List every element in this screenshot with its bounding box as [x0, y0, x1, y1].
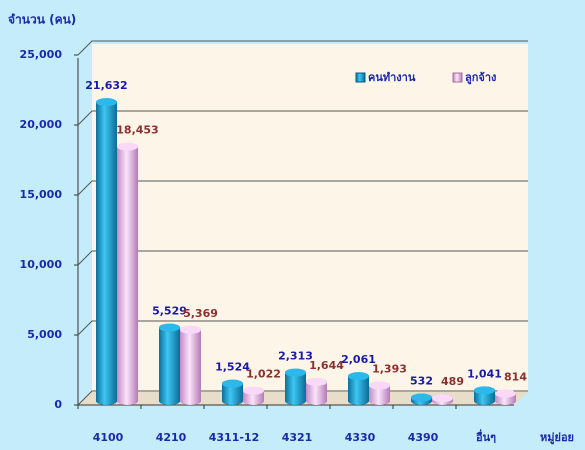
- grid-line: [77, 320, 528, 336]
- data-label: 2,313: [278, 350, 313, 363]
- bar: [285, 368, 306, 405]
- data-label: 18,453: [116, 124, 158, 137]
- x-tick-label: 4311-12: [209, 431, 260, 444]
- grid-line: [77, 110, 528, 126]
- grid-line: [77, 250, 528, 266]
- data-label: 1,644: [309, 359, 344, 372]
- grid-line: [77, 180, 528, 196]
- legend-swatch: [452, 72, 463, 83]
- data-label: 21,632: [85, 79, 127, 92]
- y-tick-label: 10,000: [20, 258, 63, 271]
- bar-top: [474, 386, 495, 395]
- bar: [96, 98, 117, 405]
- bar-top: [285, 368, 306, 377]
- bar: [117, 142, 138, 405]
- x-tick-label: 4210: [156, 431, 187, 444]
- x-axis-label: หมู่ย่อย: [540, 431, 574, 445]
- data-label: 532: [410, 375, 433, 388]
- bar-top: [180, 325, 201, 334]
- bar: [348, 372, 369, 405]
- data-label: 489: [441, 375, 464, 388]
- bar-top: [348, 372, 369, 381]
- x-tick-label: 4100: [93, 431, 124, 444]
- data-label: 2,061: [341, 353, 376, 366]
- bar-top: [411, 393, 432, 402]
- plot-wall: [92, 44, 528, 392]
- bar-top: [117, 142, 138, 151]
- y-tick-label: 5,000: [27, 328, 62, 341]
- legend-label: ลูกจ้าง: [465, 71, 496, 85]
- y-tick-label: 25,000: [20, 48, 63, 61]
- x-tick-label: 4330: [345, 431, 376, 444]
- grid-line: [77, 40, 528, 56]
- legend-label: คนทำงาน: [368, 71, 416, 84]
- bar: [159, 323, 180, 405]
- bar-top: [243, 386, 264, 395]
- data-label: 1,022: [246, 368, 281, 381]
- data-label: 1,041: [467, 367, 502, 380]
- bar-top: [369, 381, 390, 390]
- data-label: 5,369: [183, 307, 218, 320]
- bar-top: [306, 377, 327, 386]
- y-tick-label: 0: [54, 398, 62, 411]
- bar-top: [432, 394, 453, 403]
- x-tick-label: อื่นๆ: [476, 429, 497, 444]
- bar: [180, 325, 201, 405]
- bar-top: [495, 389, 516, 398]
- data-label: 1,524: [215, 361, 250, 374]
- y-axis-label: จำนวน (คน): [8, 13, 76, 27]
- data-label: 1,393: [372, 362, 407, 375]
- y-tick-label: 15,000: [20, 188, 63, 201]
- x-tick-label: 4390: [408, 431, 439, 444]
- legend-swatch: [355, 72, 366, 83]
- data-label: 814: [504, 371, 527, 384]
- data-label: 5,529: [152, 305, 187, 318]
- x-tick-label: 4321: [282, 431, 313, 444]
- bar-top: [222, 379, 243, 388]
- bar-top: [96, 98, 117, 107]
- bar-top: [159, 323, 180, 332]
- y-tick-label: 20,000: [20, 118, 63, 131]
